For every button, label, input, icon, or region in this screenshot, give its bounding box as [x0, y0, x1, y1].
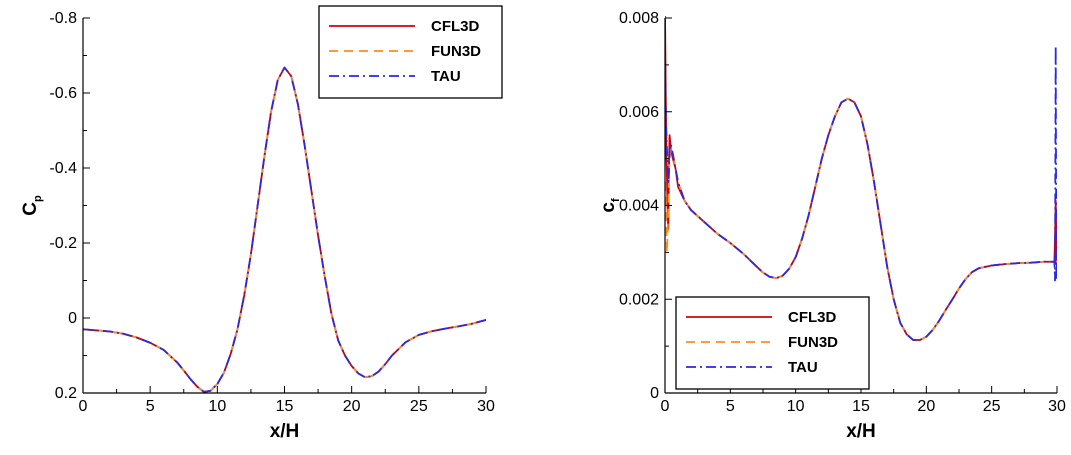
- y-tick-label: 0: [650, 385, 659, 402]
- x-tick-label: 30: [477, 398, 495, 415]
- series-group: [83, 66, 486, 393]
- legend: CFL3D FUN3D TAU: [318, 5, 503, 99]
- y-tick-label: -0.6: [49, 85, 77, 102]
- series-line-cfl3d: [665, 16, 1057, 341]
- x-tick-label: 20: [343, 398, 361, 415]
- legend: CFL3D FUN3D TAU: [675, 296, 870, 390]
- series-line-tau: [665, 45, 1057, 341]
- x-tick-label: 5: [726, 398, 735, 415]
- legend-label-cfl3d: CFL3D: [431, 18, 480, 35]
- x-tick-label: 15: [852, 398, 870, 415]
- x-axis-title: x/H: [846, 421, 876, 442]
- x-tick-label: 0: [79, 398, 88, 415]
- y-tick-label: 0.006: [619, 104, 659, 121]
- y-tick-label: -0.4: [49, 160, 77, 177]
- y-axis-title: Cp: [20, 195, 44, 216]
- y-tick-label: 0.004: [619, 198, 659, 215]
- y-tick-label: 0: [68, 310, 77, 327]
- series-line-fun3d: [83, 66, 486, 393]
- chart-panel-1: 0 5 10 15 20 25 300.20-0.2-0.4-0.6-0.8x/HCpCFL…: [20, 5, 503, 442]
- legend-label-tau: TAU: [431, 68, 461, 85]
- x-tick-label: 20: [917, 398, 935, 415]
- x-axis-title: x/H: [270, 421, 300, 442]
- series-group: [665, 16, 1057, 341]
- x-tick-label: 5: [146, 398, 155, 415]
- legend-box: [675, 296, 870, 390]
- y-axis-title: cf: [598, 198, 622, 213]
- series-line-cfl3d: [83, 66, 486, 393]
- y-tick-label: 0.2: [55, 385, 77, 402]
- series-line-fun3d: [665, 97, 1057, 341]
- x-tick-label: 30: [1048, 398, 1066, 415]
- y-tick-label: -0.8: [49, 10, 77, 27]
- x-tick-label: 10: [787, 398, 805, 415]
- legend-label-fun3d: FUN3D: [431, 43, 481, 60]
- series-line-tau: [83, 66, 486, 393]
- y-tick-label: -0.2: [49, 235, 77, 252]
- y-tick-label: 0.002: [619, 291, 659, 308]
- legend-label-cfl3d: CFL3D: [788, 309, 837, 326]
- x-tick-label: 25: [983, 398, 1001, 415]
- x-tick-label: 10: [208, 398, 226, 415]
- x-tick-label: 15: [276, 398, 294, 415]
- x-tick-label: 25: [410, 398, 428, 415]
- legend-label-fun3d: FUN3D: [788, 334, 838, 351]
- legend-box: [318, 5, 503, 99]
- legend-label-tau: TAU: [788, 359, 818, 376]
- chart-panel-2: 0 5 10 15 20 25 30 0 0.002 0.004 0.006 0.008 x/H cf CF…: [598, 10, 1066, 442]
- x-tick-label: 0: [661, 398, 670, 415]
- y-tick-label: 0.008: [619, 10, 659, 27]
